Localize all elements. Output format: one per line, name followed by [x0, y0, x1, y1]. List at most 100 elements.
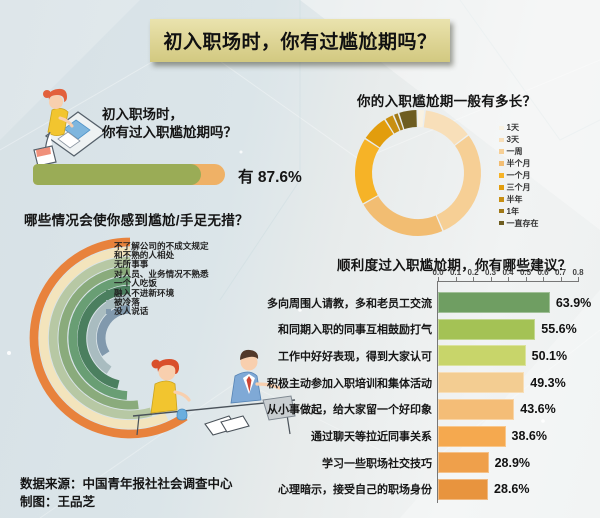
man-hair: [240, 349, 259, 360]
legend-swatch: [499, 208, 504, 214]
axis-tick-mark: [508, 277, 509, 281]
bar-label: 多向周围人请教，多和老员工交流: [267, 297, 432, 310]
paper: [57, 131, 81, 149]
situation-label: 对人员、业务情况不熟悉: [114, 268, 209, 279]
face: [49, 95, 63, 109]
legend-swatch: [499, 161, 504, 166]
legend-item: 1天: [499, 122, 539, 134]
legend-label: 1天: [506, 123, 519, 133]
bar-label: 通过聊天等拉近同事关系: [311, 431, 432, 443]
bar: [438, 398, 515, 420]
legend-item: 三个月: [499, 181, 539, 193]
situation-label: 和不熟的人相处: [114, 250, 175, 261]
bar-label: 从小事做起，给大家留一个好印象: [267, 404, 432, 417]
woman-arm: [173, 390, 191, 402]
situation-label: 无所事事: [114, 259, 149, 270]
radial-arc: [58, 266, 139, 410]
woman-hair: [157, 359, 180, 374]
woman-hair-bun: [151, 359, 161, 369]
suggestions-axis-ticks: 0.0 0.1 0.2 0.3 0.4 0.5 0.6 0.7 0.8: [432, 268, 588, 282]
situation-label: 一个人吃饭: [114, 278, 157, 289]
dot: [7, 351, 11, 355]
legend-item: 一周: [499, 146, 539, 158]
page-title: 初入职场时，你有过尴尬期吗？: [150, 19, 450, 62]
legend-label: 1年: [506, 206, 519, 216]
situation-swatch: [106, 299, 111, 305]
axis-tick-label: 0.8: [572, 268, 584, 277]
situation-item: 融入不进新环境: [106, 288, 209, 298]
woman-body: [150, 380, 178, 414]
bag-flap: [36, 147, 51, 157]
axis-tick-mark: [473, 277, 474, 281]
bar-label: 和同期入职的同事互相鼓励打气: [278, 324, 432, 337]
axis-tick-label: 0.3: [484, 268, 497, 277]
bar-value: 63.9%: [555, 295, 592, 310]
legend-label: 半年: [506, 194, 523, 204]
intro-question-line2: 你有过入职尴尬期吗？: [102, 125, 237, 140]
axis-tick-mark: [438, 277, 439, 281]
bar-row: 和同期入职的同事互相鼓励打气 55.6%: [262, 318, 577, 340]
radial-arc: [77, 285, 131, 389]
dot: [298, 308, 302, 312]
situation-swatch: [106, 243, 111, 249]
papers: [220, 415, 250, 433]
situation-item: 和不熟的人相处: [106, 250, 209, 261]
legend-label: 半个月: [506, 159, 531, 169]
bar-label: 心理暗示，接受自己的职场身份: [278, 484, 432, 497]
facet-shape: [0, 0, 140, 140]
bar: [438, 292, 550, 313]
bar-row: 积极主动参加入职培训和集体活动 49.3%: [262, 372, 566, 394]
donut-segment: [355, 109, 481, 236]
duration-title: 你的入职尴尬期一般有多长？: [357, 94, 537, 109]
axis-tick-mark: [560, 277, 562, 281]
hair: [48, 88, 67, 102]
radial-arc: [29, 237, 188, 439]
situation-label: 被冷落: [114, 297, 140, 308]
bar-value: 55.6%: [541, 322, 577, 337]
axis-tick-mark: [578, 277, 579, 281]
facet-line: [0, 39, 600, 161]
intro-bar-track: [33, 164, 225, 185]
legend-item: 1年: [499, 205, 539, 217]
donut-segment: [355, 110, 481, 236]
bar-value: 28.9%: [494, 455, 531, 470]
intro-answer-value: 87.6%: [257, 169, 302, 186]
donut-segment: [355, 110, 481, 236]
legend-item: 半年: [499, 193, 539, 205]
facet-line: [459, 0, 600, 141]
situation-item: 一个人吃饭: [106, 278, 209, 289]
bar-label: 学习一些职场社交技巧: [322, 457, 432, 470]
legend-swatch: [499, 125, 504, 131]
donut-segment: [355, 110, 481, 236]
legend-item: 3天: [499, 134, 539, 146]
bar-row: 学习一些职场社交技巧 28.9%: [262, 452, 531, 474]
axis-tick-label: 0.0: [432, 268, 444, 277]
woman-face: [158, 363, 176, 381]
bar-row: 心理暗示，接受自己的职场身份 28.6%: [262, 478, 530, 500]
situation-swatch: [106, 280, 111, 286]
axis-tick-label: 0.1: [449, 268, 462, 277]
bar-value: 50.1%: [531, 348, 568, 363]
footer-source: 数据来源：中国青年报社社会调查中心: [20, 477, 233, 491]
duration-donut-chart: [354, 109, 481, 236]
bar-row: 多向周围人请教，多和老员工交流 63.9%: [262, 292, 591, 313]
bar-value: 49.3%: [530, 375, 566, 390]
man-tie: [246, 376, 252, 392]
radial-arc: [39, 247, 169, 429]
situation-label: 没人说话: [114, 306, 149, 317]
bar-value: 28.6%: [494, 482, 530, 497]
cup: [176, 408, 188, 421]
intro-answer-label: 有: [238, 169, 254, 186]
situation-swatch: [106, 271, 111, 277]
bar: [438, 372, 525, 394]
donut-segment: [355, 110, 481, 236]
bar: [438, 318, 536, 340]
intro-bar-fill: [33, 164, 202, 185]
bar: [438, 425, 506, 447]
situations-radial-chart: [29, 237, 188, 439]
legend-label: 一个月: [506, 171, 531, 180]
bar: [438, 478, 489, 500]
legend-label: 一直存在: [506, 218, 539, 228]
legend-label: 一周: [506, 147, 523, 157]
situations-legend: 不了解公司的不成文规定 和不熟的人相处 无所事事 对人员、业务情况不熟悉 一个人吃饭 融入…: [106, 241, 209, 316]
